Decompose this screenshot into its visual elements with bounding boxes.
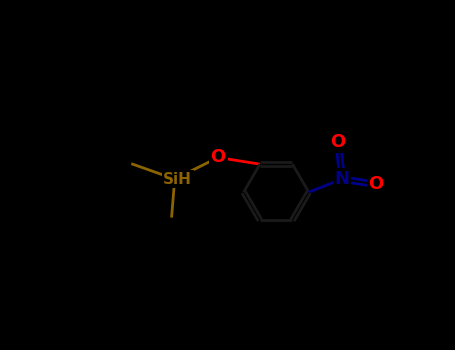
Text: O: O [211, 148, 226, 167]
Text: O: O [369, 175, 384, 194]
Text: O: O [331, 133, 346, 151]
Text: N: N [334, 170, 349, 188]
Text: SiH: SiH [163, 172, 192, 187]
